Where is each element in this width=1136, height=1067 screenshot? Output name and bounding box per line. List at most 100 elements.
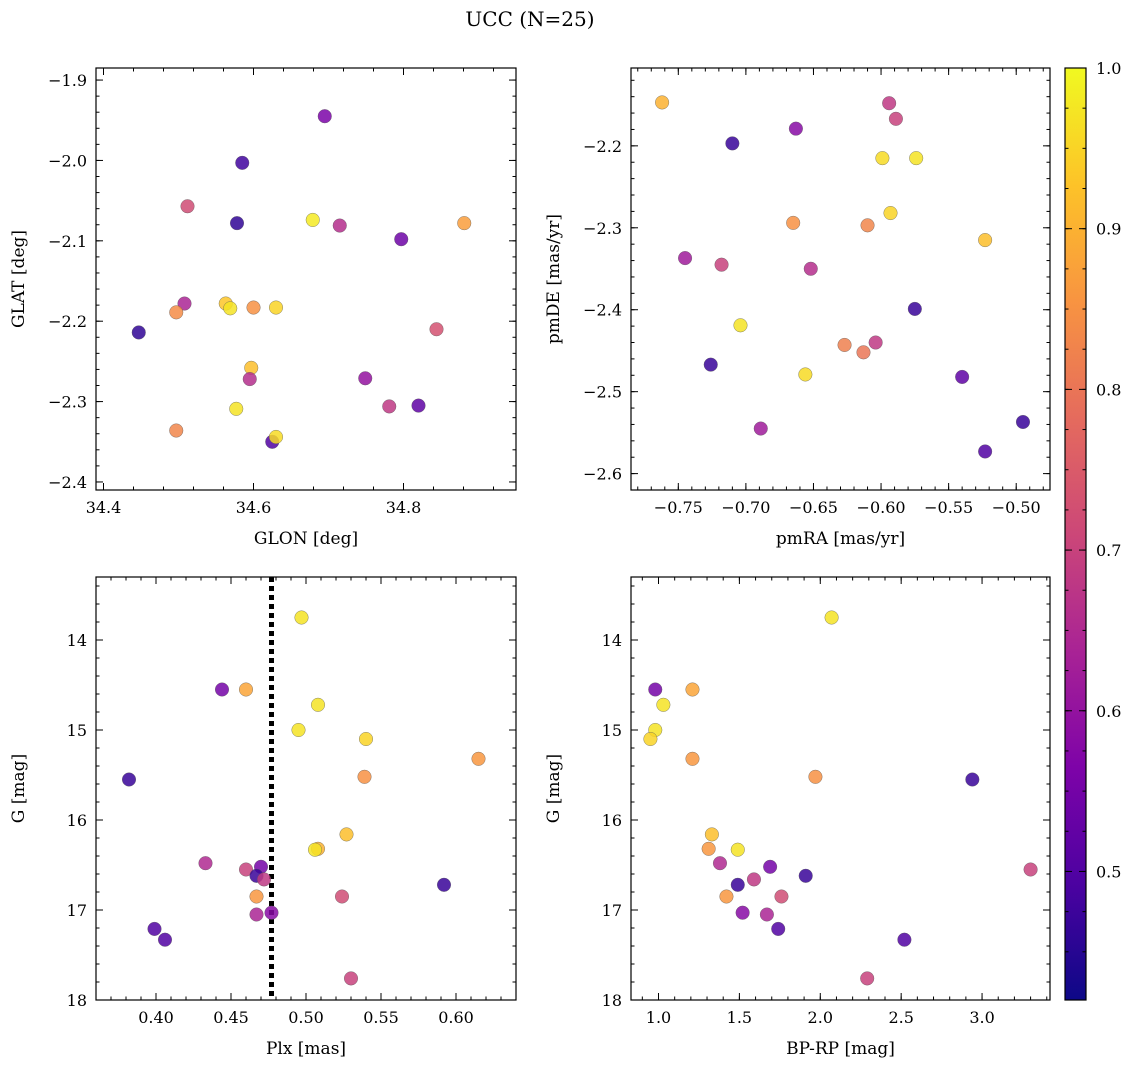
data-point [685,751,700,766]
data-point [268,429,284,444]
data-point [798,868,813,883]
axes-frame [630,67,1051,491]
data-point [291,722,306,738]
data-point [730,877,745,892]
data-point [701,841,716,856]
panel-bprp-g: 1.0 1.5 2.0 2.5 3.0 14 15 16 17 18 BP-RP [mag] G [m… [544,576,1051,1059]
data-point [759,907,774,922]
data-point [310,697,326,712]
data-point [268,300,284,315]
data-point [411,398,426,413]
y-axis-label: G [mag] [9,754,29,823]
data-point [875,151,890,166]
data-point [214,682,230,697]
data-point [457,216,472,231]
data-point [169,423,184,438]
data-point [198,856,213,871]
x-tick-label: −0.60 [857,498,906,517]
data-point [643,731,658,747]
data-point [169,305,184,320]
data-point [714,257,729,272]
panel-plx-g: 0.40 0.45 0.50 0.55 0.60 14 15 16 17 18 Plx [mas] G… [9,576,517,1059]
data-point [955,369,970,384]
data-point [712,856,728,871]
colorbar-frame [1064,67,1087,1001]
data-point [883,205,898,221]
colorbar-tick-label: 0.5 [1096,862,1121,881]
panel-glon-glat: 34.4 34.6 34.8 −2.4 −2.3 −2.2 −2.1 −2.0 −1.9 GLON… [9,67,517,549]
x-tick-label: 2.0 [808,1008,833,1027]
data-point [656,697,671,712]
x-tick-label: −0.75 [654,498,703,517]
x-tick-label: 1.0 [646,1008,671,1027]
y-tick-label: −2.5 [583,383,622,402]
data-point [180,199,195,214]
x-tick-label: −0.70 [721,498,770,517]
x-axis-label: pmRA [mas/yr] [776,529,905,549]
data-point [471,751,486,766]
data-point [735,905,750,920]
colorbar-tick-label: 0.6 [1096,702,1121,721]
colorbar-tick-label: 1.0 [1096,59,1121,78]
data-point [730,842,745,857]
axes-frame [95,67,517,491]
data-point [242,372,257,387]
data-point [704,827,719,842]
data-point [429,322,444,337]
y-tick-label: 15 [67,721,87,740]
data-point [264,905,279,920]
data-point [394,232,409,247]
data-point [824,610,839,625]
data-point [860,218,875,233]
data-point [246,300,261,315]
data-point [358,731,374,747]
data-point [719,889,734,904]
y-tick-label: 17 [67,901,87,920]
colorbar-tick-label: 0.7 [1096,541,1121,560]
data-point [305,212,320,227]
colorbar-tick-label: 0.8 [1096,380,1121,399]
data-point [249,907,264,922]
data-point [882,96,897,111]
x-tick-label: 3.0 [969,1008,994,1027]
y-tick-label: 14 [67,631,87,650]
data-point [358,371,373,386]
x-tick-label: 0.55 [363,1008,399,1027]
y-tick-label: −2.0 [48,151,87,170]
colorbar-tick-label: 0.9 [1096,220,1121,239]
data-point [157,932,173,947]
x-axis-label: Plx [mas] [266,1039,346,1059]
data-point [382,399,397,414]
x-tick-label: 34.4 [86,498,122,517]
data-point [786,215,801,230]
y-tick-label: 15 [602,721,622,740]
data-point [909,151,924,166]
y-tick-label: 16 [602,811,622,830]
x-tick-label: 2.5 [888,1008,913,1027]
data-point [897,932,912,947]
axes-frame [95,576,517,1001]
y-tick-label: −2.4 [48,473,87,492]
y-tick-label: −2.4 [583,301,622,320]
x-tick-label: 34.8 [386,498,422,517]
data-point [229,401,244,416]
y-tick-label: −2.2 [583,137,622,156]
x-tick-label: −0.50 [992,498,1041,517]
data-point [648,682,663,697]
x-tick-label: 0.50 [288,1008,324,1027]
data-point [131,325,146,340]
data-point [294,610,309,625]
data-point [774,889,789,904]
data-point [238,862,254,877]
data-point [798,367,813,382]
data-point [229,216,245,231]
data-point [1023,862,1038,877]
data-point [978,233,993,248]
data-point [978,444,993,459]
data-point [685,682,700,697]
y-tick-label: 17 [602,901,622,920]
data-point [746,872,761,887]
data-point [788,121,803,136]
y-tick-label: −2.1 [48,232,87,251]
